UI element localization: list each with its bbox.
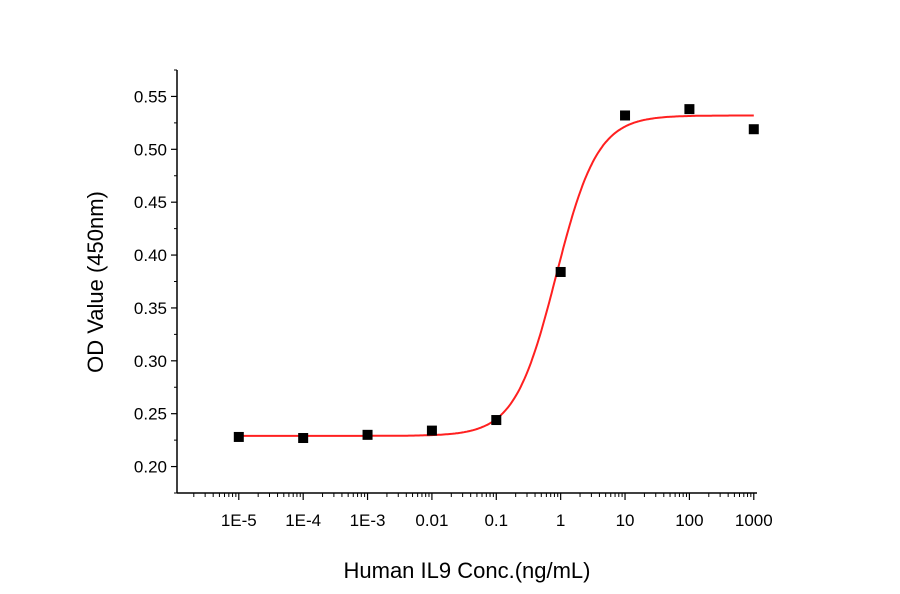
x-tick-label: 0.01 (415, 511, 448, 530)
data-point (233, 431, 244, 442)
y-tick-label: 0.50 (134, 140, 167, 159)
data-point (426, 425, 437, 436)
x-tick-label: 1E-4 (285, 511, 321, 530)
y-tick-label: 0.55 (134, 87, 167, 106)
x-tick-label: 100 (675, 511, 703, 530)
x-tick-label: 1E-5 (221, 511, 257, 530)
data-point (748, 124, 759, 135)
x-tick-label: 0.1 (484, 511, 508, 530)
y-tick-label: 0.30 (134, 352, 167, 371)
data-point (298, 433, 309, 444)
y-tick-label: 0.20 (134, 458, 167, 477)
x-axis-label: Human IL9 Conc.(ng/mL) (344, 558, 591, 583)
y-tick-label: 0.25 (134, 405, 167, 424)
data-point (362, 429, 373, 440)
x-tick-label: 1 (556, 511, 565, 530)
x-tick-label: 1E-3 (350, 511, 386, 530)
axes (176, 70, 757, 494)
y-tick-label: 0.45 (134, 193, 167, 212)
data-point (620, 110, 631, 121)
x-tick-label: 10 (616, 511, 635, 530)
fit-curve (238, 114, 754, 437)
x-tick-label: 1000 (735, 511, 773, 530)
ticks: 0.20 0.25 0.30 0.35 0.40 0.45 0.50 0.55 1E-5 1E-4… (134, 69, 773, 530)
data-point (555, 266, 566, 277)
data-points (233, 104, 759, 444)
data-point (684, 104, 695, 115)
y-axis-label: OD Value (450nm) (83, 191, 108, 373)
y-tick-label: 0.35 (134, 299, 167, 318)
y-tick-label: 0.40 (134, 246, 167, 265)
data-point (491, 415, 502, 426)
